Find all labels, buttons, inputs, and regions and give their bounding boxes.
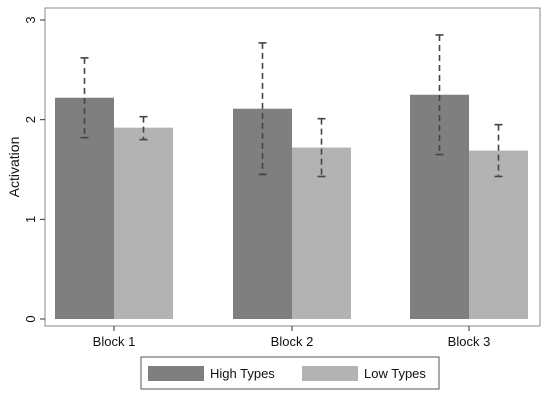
bar-high-types-block-1 [55, 97, 114, 320]
y-tick-label: 2 [23, 116, 38, 123]
bar-low-types-block-1 [114, 127, 173, 319]
bar-low-types-block-3 [469, 150, 528, 319]
legend-swatch-high-types [148, 366, 204, 381]
x-tick-label: Block 3 [448, 334, 491, 349]
x-tick-label: Block 2 [271, 334, 314, 349]
error-bar-group [80, 34, 503, 178]
legend-label-high-types: High Types [210, 366, 275, 381]
bar-group [55, 94, 528, 320]
legend-swatch-low-types [302, 366, 358, 381]
legend: High Types Low Types [140, 356, 440, 390]
y-axis-title: Activation [6, 137, 22, 198]
x-axis: Block 1 Block 2 Block 3 [93, 326, 491, 349]
bar-high-types-block-2 [233, 108, 292, 319]
y-tick-label: 3 [23, 16, 38, 23]
y-axis: 0 1 2 3 [23, 16, 45, 323]
bar-high-types-block-3 [410, 94, 469, 319]
legend-label-low-types: Low Types [364, 366, 426, 381]
y-tick-label: 0 [23, 315, 38, 322]
x-tick-label: Block 1 [93, 334, 136, 349]
y-tick-label: 1 [23, 216, 38, 223]
